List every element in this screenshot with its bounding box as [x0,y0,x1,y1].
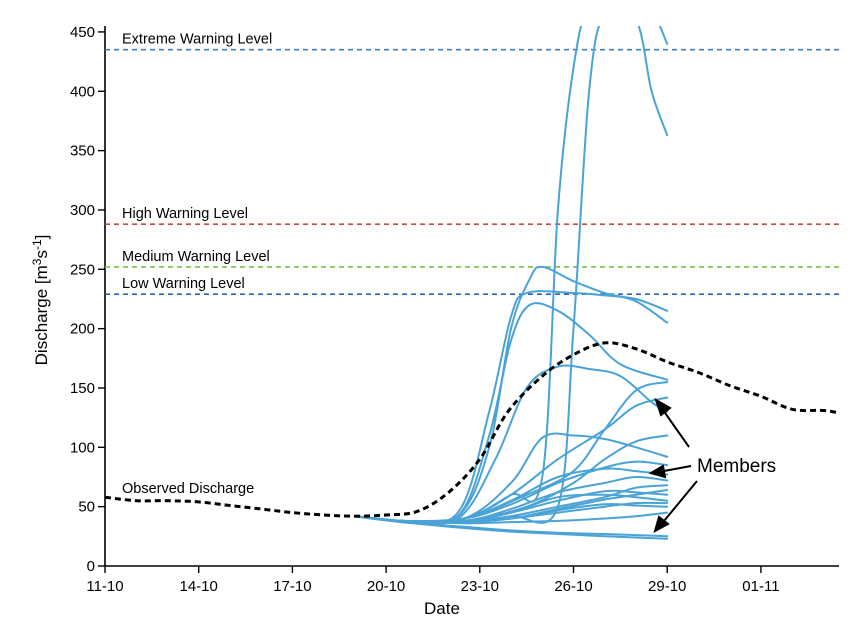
reference-line-label: Extreme Warning Level [122,32,272,48]
arrow-upper-head [654,397,672,417]
y-tick-label: 50 [78,499,95,516]
y-tick-label: 200 [70,321,95,338]
y-tick-label: 100 [70,439,95,456]
reference-line-label: Medium Warning Level [122,249,270,265]
observed-discharge-label: Observed Discharge [122,481,254,497]
y-tick-label: 350 [70,143,95,160]
arrow-upper [662,409,690,448]
y-ticks: 0 50 100 150 200 250 300 350 400 450 [70,24,105,575]
member-line [353,515,669,540]
members-label: Members [697,456,776,477]
y-tick-label: 250 [70,261,95,278]
observed-series [105,341,839,518]
x-ticks: 11-10 14-10 17-10 20-10 23-10 26-10 29-10 01-11 [86,566,780,595]
x-tick-label: 11-10 [86,578,123,595]
arrow-lower-head [653,515,670,534]
x-tick-label: 17-10 [273,578,311,595]
arrow-lower [663,480,698,522]
x-tick-label: 26-10 [554,578,592,595]
x-axis-title: Date [424,599,460,618]
x-tick-label: 29-10 [648,578,686,595]
member-line [353,265,669,525]
members-arrows [648,397,698,534]
y-tick-label: 300 [70,202,95,219]
member-line [353,511,669,525]
y-tick-label: 450 [70,24,95,41]
y-axis-title: Discharge [m3s-1] [30,235,51,366]
arrow-middle-head [648,464,667,479]
x-tick-label: 14-10 [180,578,218,595]
x-tick-label: 23-10 [461,578,499,595]
y-tick-label: 150 [70,380,95,397]
member-line [353,26,669,524]
x-tick-label: 01-11 [742,578,779,595]
x-tick-label: 20-10 [367,578,405,595]
arrow-middle [663,465,692,472]
member-line [353,396,669,523]
ensemble-members [353,26,669,540]
reference-line-label: High Warning Level [122,206,248,222]
observed-line [105,341,839,518]
reference-line-label: Low Warning Level [122,276,245,292]
y-tick-label: 0 [87,558,95,575]
y-tick-label: 400 [70,83,95,100]
reference-lines: Extreme Warning Level High Warning Level M… [105,32,839,296]
